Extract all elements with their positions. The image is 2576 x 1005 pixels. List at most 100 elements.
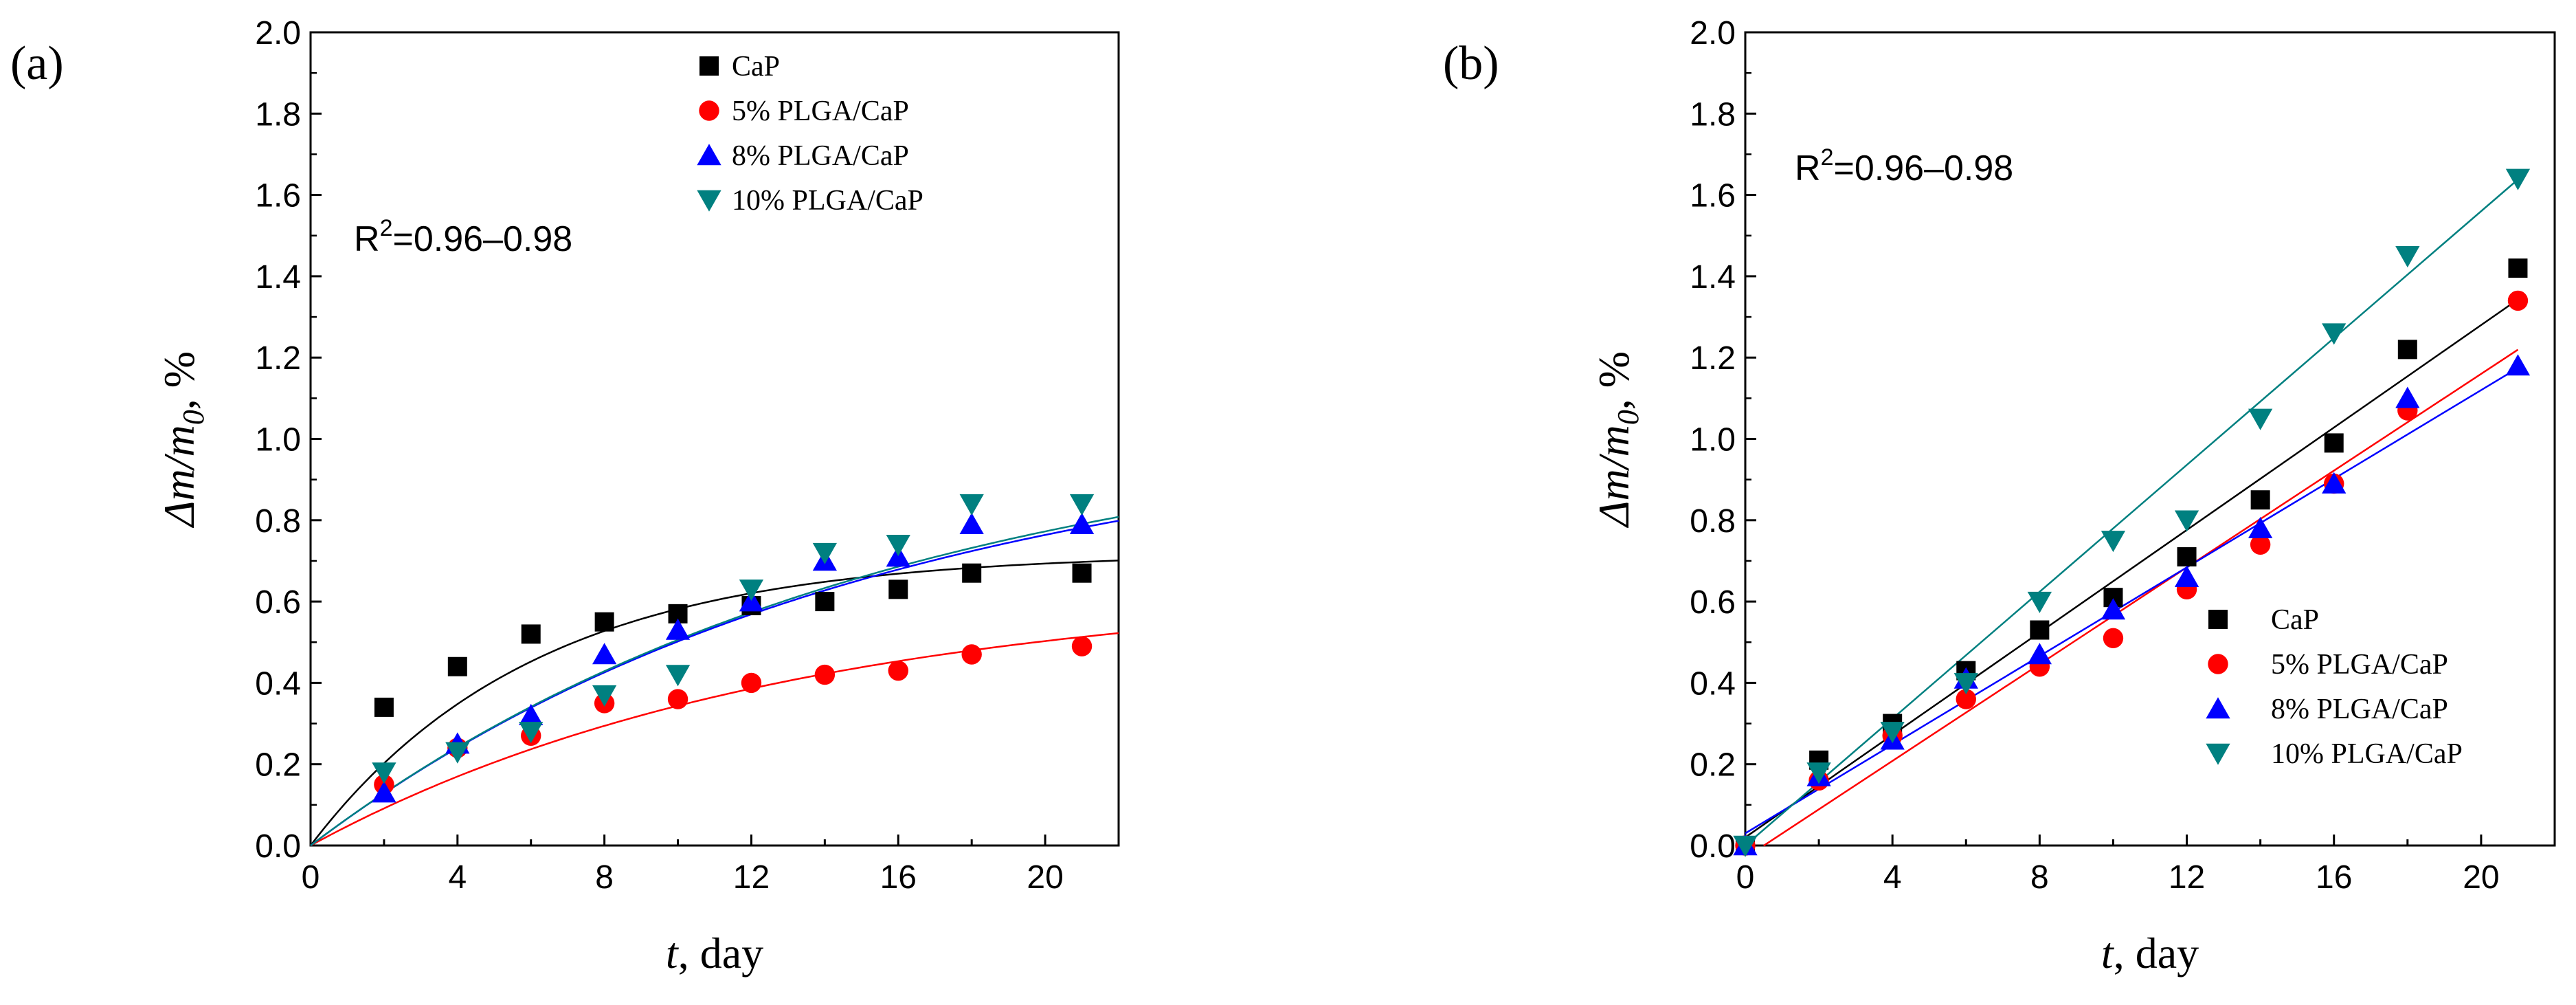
y-axis-var: Δm/m xyxy=(1589,425,1638,529)
data-point xyxy=(2248,408,2273,430)
data-point xyxy=(2324,433,2344,453)
data-point xyxy=(445,742,470,764)
data-point xyxy=(739,579,764,601)
legend: CaP 5% PLGA/CaP 8% PLGA/CaP 10% PLGA/CaP xyxy=(2206,604,2463,770)
legend-marker xyxy=(2206,743,2230,765)
data-point xyxy=(959,494,984,516)
legend-label: CaP xyxy=(2271,604,2319,636)
fit-line-3 xyxy=(310,516,1119,846)
r2-sup: 2 xyxy=(380,215,393,241)
x-tick-label: 12 xyxy=(733,859,770,896)
y-axis-title: Δm/m0, % xyxy=(1589,351,1645,529)
fit-line-1 xyxy=(1763,349,2519,847)
x-tick-label: 20 xyxy=(2463,859,2499,896)
data-point xyxy=(2174,510,2199,532)
r2-value: =0.96–0.98 xyxy=(1833,148,2013,188)
legend-label: 10% PLGA/CaP xyxy=(732,185,923,217)
legend-marker xyxy=(699,100,719,121)
x-tick-label: 8 xyxy=(595,859,614,896)
y-tick-label: 1.8 xyxy=(255,96,301,133)
panel-b: (b) 0.0 0.2 0.4 0.6 0.8 1.0 1.2 1.4 1.6 1.8 2.0 0 4 8 1… xyxy=(1443,15,2556,978)
fit-line-0 xyxy=(1745,298,2519,839)
y-tick-label: 2.0 xyxy=(1690,15,1736,52)
y-tick-label: 0.6 xyxy=(255,584,301,621)
data-point xyxy=(1069,494,1095,516)
data-point xyxy=(962,563,982,583)
fit-line-0 xyxy=(310,560,1119,846)
data-point xyxy=(1806,762,1831,784)
data-point xyxy=(374,697,394,717)
legend-marker xyxy=(699,56,719,76)
x-tick-label: 0 xyxy=(302,859,320,896)
legend-label: 5% PLGA/CaP xyxy=(732,96,909,127)
legend-label: 8% PLGA/CaP xyxy=(2271,694,2448,725)
series-0 xyxy=(374,563,1092,717)
y-tick-label: 0.0 xyxy=(255,828,301,865)
data-point xyxy=(888,579,908,599)
data-point xyxy=(2248,516,2273,538)
y-tick-label: 0.8 xyxy=(1690,503,1736,540)
fit-line-2 xyxy=(1745,367,2519,835)
data-point xyxy=(447,656,467,676)
data-point xyxy=(961,644,982,665)
legend-marker xyxy=(697,190,721,212)
data-point xyxy=(1956,689,1976,709)
series-2 xyxy=(1733,354,2531,856)
data-point xyxy=(2395,386,2420,408)
data-point xyxy=(2322,472,2347,494)
data-point xyxy=(812,542,838,564)
y-axis-unit: , % xyxy=(155,351,203,410)
r2-value: =0.96–0.98 xyxy=(392,219,572,259)
panel-a: (a) 0.0 0.2 0.4 0.6 0.8 1.0 1.2 1.4 1.6 1.8 2.0 0 4 8 1… xyxy=(10,15,1120,978)
y-axis-unit: , % xyxy=(1589,351,1638,410)
data-point xyxy=(1069,512,1095,534)
data-point xyxy=(665,618,691,640)
y-tick-label: 0.6 xyxy=(1690,584,1736,621)
data-point xyxy=(594,612,614,632)
x-axis-unit: , day xyxy=(2114,929,2199,978)
y-tick-label: 0.8 xyxy=(255,503,301,540)
x-tick-label: 4 xyxy=(1883,859,1902,896)
x-axis-var: t xyxy=(2101,929,2115,978)
y-tick-label: 1.6 xyxy=(1690,178,1736,214)
data-point xyxy=(1733,835,1758,857)
y-axis-var: Δm/m xyxy=(155,425,203,529)
y-tick-label: 1.6 xyxy=(255,178,301,214)
data-point xyxy=(667,689,688,709)
series-3 xyxy=(1733,168,2531,857)
series-1 xyxy=(374,636,1093,795)
y-tick-label: 1.8 xyxy=(1690,96,1736,133)
y-tick-label: 0.4 xyxy=(1690,665,1736,702)
r2-base: R xyxy=(1795,148,1821,188)
data-point xyxy=(2030,620,2050,640)
data-point xyxy=(886,535,910,557)
data-point xyxy=(2395,246,2420,268)
data-point xyxy=(959,512,984,534)
y-tick-label: 1.4 xyxy=(1690,259,1736,296)
data-point xyxy=(2103,628,2124,649)
data-point xyxy=(592,643,617,665)
r2-base: R xyxy=(354,219,380,259)
legend-marker xyxy=(2208,654,2228,674)
y-tick-label: 0.4 xyxy=(255,665,301,702)
legend-label: 5% PLGA/CaP xyxy=(2271,649,2448,681)
y-tick-label: 1.2 xyxy=(1690,340,1736,377)
series-2 xyxy=(372,512,1095,803)
data-point xyxy=(814,664,836,685)
data-point xyxy=(2177,547,2197,567)
x-tick-label: 12 xyxy=(2169,859,2205,896)
x-axis-unit: , day xyxy=(678,929,763,978)
fit-line-3 xyxy=(1745,179,2519,846)
y-tick-label: 2.0 xyxy=(255,15,301,52)
series-3 xyxy=(372,494,1095,784)
data-point xyxy=(2250,534,2271,555)
data-point xyxy=(2250,490,2270,510)
x-tick-label: 16 xyxy=(2316,859,2352,896)
data-point xyxy=(2101,531,2126,553)
panel-label: (a) xyxy=(10,37,64,90)
y-axis-subscript: 0 xyxy=(1611,410,1645,425)
legend-marker xyxy=(2208,610,2228,629)
data-point xyxy=(815,592,835,612)
x-axis-var: t xyxy=(666,929,680,978)
